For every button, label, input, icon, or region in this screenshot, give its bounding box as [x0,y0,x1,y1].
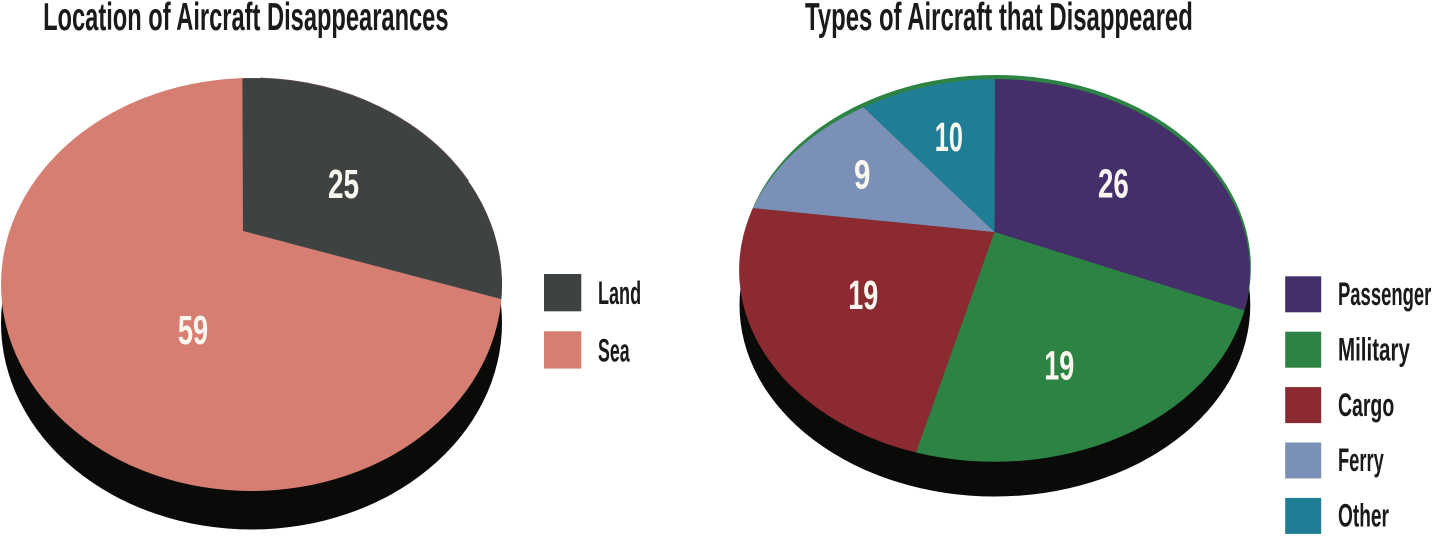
svg-text:19: 19 [1044,342,1074,388]
svg-text:59: 59 [178,307,208,353]
svg-text:Passenger: Passenger [1338,276,1431,312]
svg-text:Ferry: Ferry [1338,442,1384,478]
svg-text:Other: Other [1338,498,1389,534]
svg-text:Sea: Sea [598,332,630,368]
svg-text:Location of Aircraft Disappear: Location of Aircraft Disappearances [43,0,448,39]
svg-text:Types of Aircraft that Disappe: Types of Aircraft that Disappeared [805,0,1193,39]
svg-text:25: 25 [328,161,359,207]
svg-text:10: 10 [935,114,963,160]
svg-text:Military: Military [1338,331,1410,367]
svg-text:Cargo: Cargo [1338,387,1394,423]
svg-text:19: 19 [848,272,878,318]
svg-text:Land: Land [598,275,641,311]
svg-text:26: 26 [1098,161,1129,207]
svg-text:9: 9 [854,152,870,198]
